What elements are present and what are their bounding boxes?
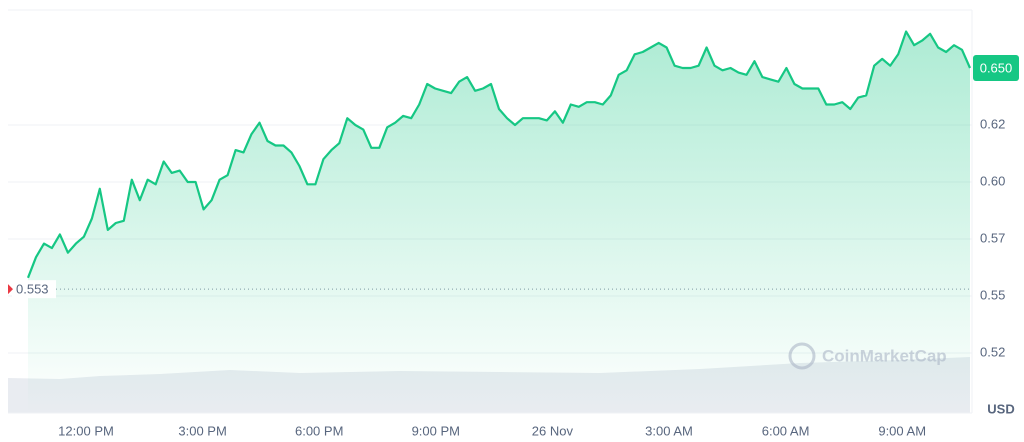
x-tick-label: 26 Nov — [532, 423, 574, 438]
baseline-label: 0.553 — [16, 282, 49, 297]
watermark: CoinMarketCap — [788, 342, 947, 370]
x-tick-label: 6:00 AM — [762, 423, 810, 438]
x-tick-label: 6:00 PM — [295, 423, 343, 438]
price-line — [26, 30, 972, 279]
baseline-label-bg — [12, 280, 56, 299]
y-tick-label: 0.52 — [980, 344, 1005, 359]
current-price-label: 0.650 — [980, 60, 1013, 75]
price-area — [28, 31, 970, 413]
y-tick-label: 0.55 — [980, 287, 1005, 302]
x-tick-label: 9:00 PM — [412, 423, 460, 438]
x-tick-label: 12:00 PM — [58, 423, 114, 438]
current-price-box — [973, 55, 1019, 81]
y-tick-label: 0.57 — [980, 230, 1005, 245]
y-tick-label: 0.62 — [980, 116, 1005, 131]
x-tick-label: 3:00 AM — [645, 423, 693, 438]
x-tick-label: 9:00 AM — [878, 423, 926, 438]
x-tick-label: 3:00 PM — [178, 423, 226, 438]
baseline-marker — [8, 284, 13, 295]
watermark-text: CoinMarketCap — [822, 346, 947, 365]
y-tick-label: 0.60 — [980, 173, 1005, 188]
y-axis-label: USD — [987, 401, 1014, 416]
